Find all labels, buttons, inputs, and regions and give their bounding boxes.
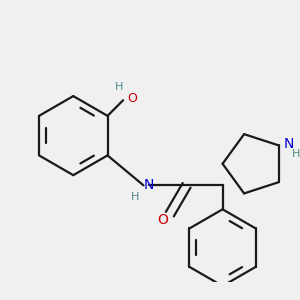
Text: H: H [292,149,300,159]
Text: H: H [131,192,139,202]
Text: N: N [284,137,294,151]
Text: H: H [115,82,124,92]
Text: O: O [127,92,137,105]
Text: O: O [157,213,168,227]
Text: N: N [144,178,154,192]
